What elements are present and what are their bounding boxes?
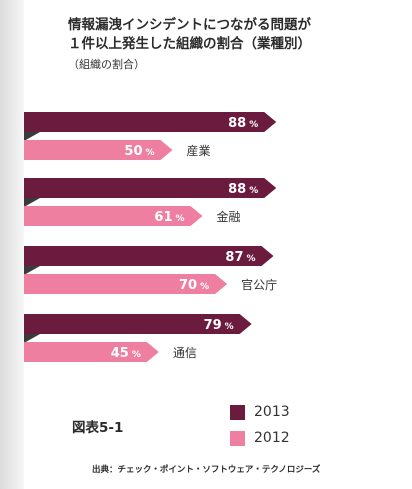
chart-title-line-2: １件以上発生した組織の割合（業種別）	[68, 36, 311, 52]
legend-label-2013: 2013	[254, 404, 290, 420]
category-label-0: 産業	[187, 143, 211, 158]
bar-unit-2012-0: %	[145, 148, 154, 158]
legend-item-2012: 2012	[230, 425, 290, 451]
bar-2013-1	[24, 178, 277, 198]
bar-value-2012-0: 50	[124, 144, 142, 159]
bar-fold-shadow	[24, 266, 40, 275]
bar-value-2012-3: 45	[111, 346, 129, 361]
legend-item-2013: 2013	[230, 399, 290, 425]
bar-unit-2013-0: %	[249, 120, 258, 130]
bar-value-2012-2: 70	[179, 278, 197, 293]
category-label-2: 官公庁	[241, 277, 277, 292]
bar-value-2013-0: 88	[228, 116, 246, 131]
bar-fold-shadow	[24, 334, 40, 343]
side-bar-decoration	[0, 0, 24, 489]
chart-title-line-1: 情報漏洩インシデントにつながる問題が	[68, 17, 311, 33]
legend-label-2012: 2012	[254, 430, 290, 446]
bar-value-2013-2: 87	[225, 250, 243, 265]
bar-unit-2012-3: %	[132, 350, 141, 360]
bar-value-2012-1: 61	[154, 210, 172, 225]
bar-2013-2	[24, 246, 274, 266]
bar-fold-shadow	[24, 198, 40, 207]
legend: 2013 2012	[230, 399, 290, 451]
bar-unit-2013-3: %	[225, 322, 234, 332]
legend-swatch-2013	[230, 404, 245, 420]
bar-2013-0	[24, 112, 277, 132]
bar-2013-3	[24, 314, 252, 334]
bar-unit-2013-1: %	[249, 186, 258, 196]
bar-unit-2012-1: %	[175, 214, 184, 224]
source-note: 出典：チェック・ポイント・ソフトウェア・テクノロジーズ	[92, 465, 321, 475]
bar-unit-2012-2: %	[200, 282, 209, 292]
bar-value-2013-1: 88	[228, 182, 246, 197]
bar-2012-0	[24, 140, 173, 160]
bar-2012-1	[24, 206, 203, 226]
category-label-1: 金融	[217, 209, 241, 224]
legend-swatch-2012	[230, 430, 245, 446]
chart-subtitle: （組織の割合）	[68, 58, 145, 71]
bar-2012-3	[24, 342, 159, 362]
bar-fold-shadow	[24, 132, 40, 141]
bar-value-2013-3: 79	[204, 318, 222, 333]
bar-2012-2	[24, 274, 228, 294]
category-label-3: 通信	[173, 346, 197, 360]
figure-label: 図表5-1	[72, 420, 124, 436]
chart-title: 情報漏洩インシデントにつながる問題が １件以上発生した組織の割合（業種別）	[68, 16, 398, 54]
bar-unit-2013-2: %	[246, 254, 255, 264]
